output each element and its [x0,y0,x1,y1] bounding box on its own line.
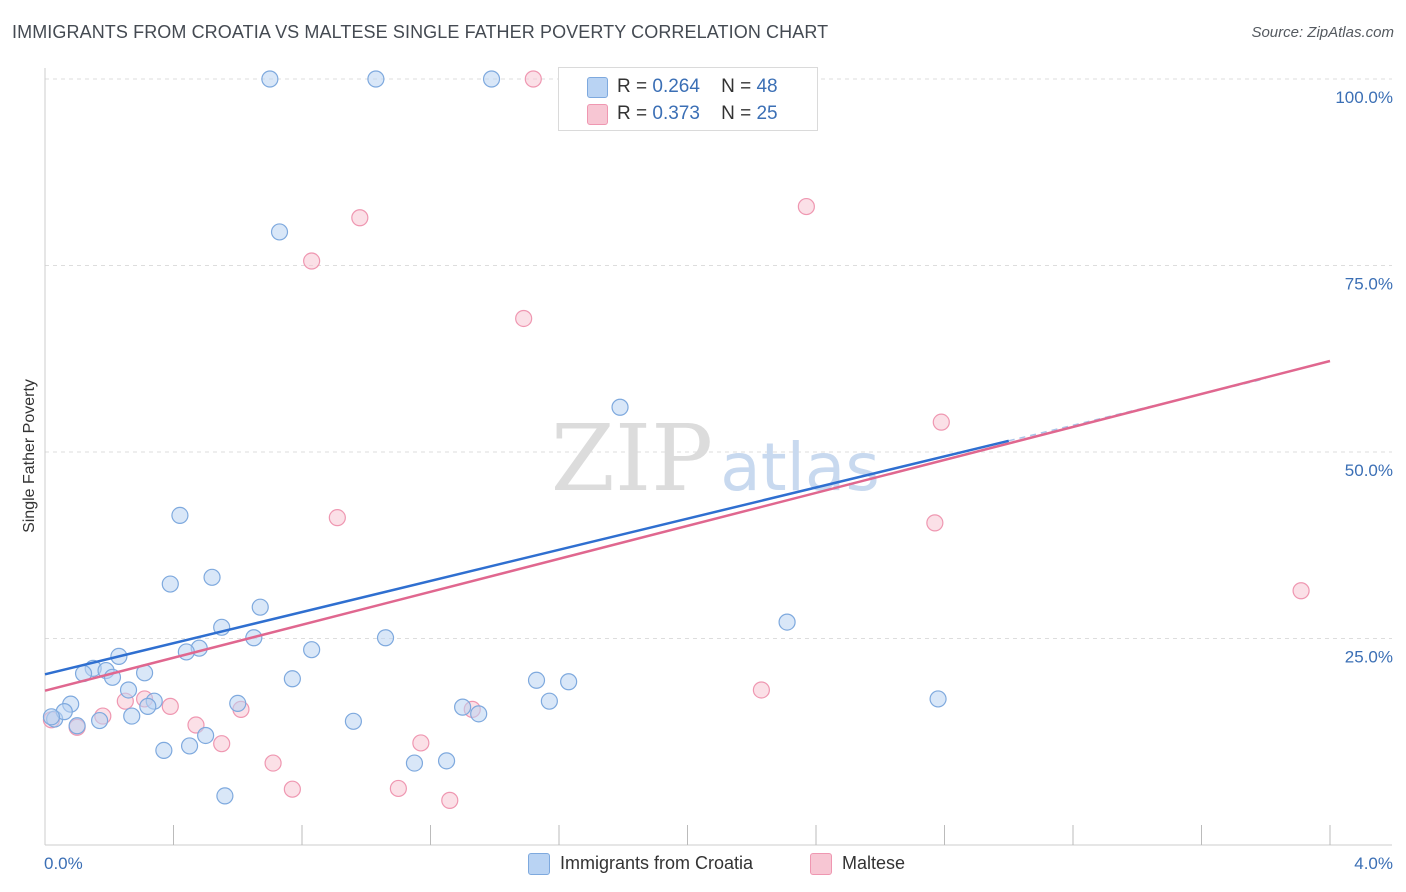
croatia-point-24 [527,671,546,689]
y-tick-labels: 100.0% 75.0% 50.0% 25.0% [1335,88,1393,667]
croatia-point-26 [119,681,138,699]
croatia-point-33 [454,698,472,716]
croatia-point-34 [470,705,488,723]
croatia-point-30 [929,690,947,708]
croatia-point-7 [203,568,221,586]
croatia-point-32 [139,697,157,715]
maltese-point-24 [441,791,459,809]
maltese-point-5 [932,413,950,431]
croatia-point-0 [261,70,279,88]
watermark: ZIP atlas [551,405,880,512]
croatia-point-2 [482,70,501,88]
croatia-point-28 [229,694,247,713]
croatia-point-16 [303,641,321,659]
croatia-point-39 [68,717,86,735]
source-credit: Source: ZipAtlas.com [1251,24,1394,41]
croatia-point-10 [778,613,796,631]
gridlines [45,78,1392,639]
croatia-point-35 [123,707,141,725]
axes [44,68,1392,846]
correlation-legend: R = 0.264 N = 48 R = 0.373 N = 25 [558,67,818,131]
maltese-point-22 [283,780,301,798]
legend-r-label: R = [617,103,648,124]
maltese-point-21 [264,754,282,772]
maltese-trend-line [44,359,1331,692]
bottom-legend-label-maltese: Maltese [842,853,906,873]
croatia-point-44 [405,754,424,772]
legend-r-label: R = [617,76,648,97]
legend-n-value-maltese: 25 [756,103,778,124]
y-tick-label-0: 100.0% [1335,88,1393,107]
legend-n-value-croatia: 48 [756,76,778,97]
x-tick-labels: 0.0% 4.0% [44,854,1393,873]
watermark-zip: ZIP [551,405,713,512]
croatia-point-47 [42,708,61,726]
croatia-point-37 [91,711,109,730]
maltese-point-7 [926,514,944,532]
legend-n-label: N = [721,103,752,124]
croatia-point-1 [367,70,385,88]
maltese-point-20 [213,735,231,753]
legend-swatch-pink [587,104,608,125]
croatia-point-5 [611,398,629,416]
maltese-point-0 [524,70,542,88]
maltese-point-8 [1292,582,1310,600]
croatia-point-41 [180,737,199,755]
y-tick-label-3: 25.0% [1345,648,1393,667]
croatia-points [42,70,947,805]
y-axis-title: Single Father Poverty [21,379,38,533]
croatia-point-9 [251,598,269,616]
legend-swatch-blue [587,77,608,98]
croatia-point-25 [560,673,578,691]
croatia-point-29 [540,692,558,710]
bottom-legend-label-croatia: Immigrants from Croatia [560,853,754,873]
croatia-trend-line [44,439,1010,676]
bottom-legend-swatch-pink [810,853,832,875]
croatia-point-23 [283,670,301,688]
croatia-point-43 [437,752,456,770]
maltese-point-19 [412,734,430,752]
maltese-point-2 [351,209,369,227]
croatia-point-4 [270,223,289,241]
legend-r-value-maltese: 0.373 [652,103,700,124]
croatia-point-6 [171,506,189,525]
chart-title: IMMIGRANTS FROM CROATIA VS MALTESE SINGL… [12,22,829,42]
maltese-point-9 [752,681,770,699]
croatia-point-13 [376,629,395,647]
x-tick-label-start: 0.0% [44,854,83,873]
croatia-point-42 [155,741,173,760]
croatia-point-45 [216,787,234,805]
croatia-point-38 [344,712,362,730]
maltese-point-6 [328,509,346,527]
maltese-point-12 [161,697,179,715]
legend-n-label: N = [721,76,752,97]
maltese-point-23 [389,779,407,798]
maltese-point-4 [515,309,533,328]
trend-lines [44,359,1331,692]
bottom-legend-swatch-blue [528,853,550,875]
watermark-atlas: atlas [720,429,880,506]
legend-r-value-croatia: 0.264 [652,76,700,97]
y-tick-label-2: 50.0% [1345,461,1393,480]
x-tick-label-end: 4.0% [1354,854,1393,873]
croatia-point-40 [197,726,215,745]
croatia-point-8 [161,575,179,593]
maltese-point-1 [797,197,815,216]
y-tick-label-1: 75.0% [1345,275,1393,294]
maltese-point-3 [303,252,321,270]
